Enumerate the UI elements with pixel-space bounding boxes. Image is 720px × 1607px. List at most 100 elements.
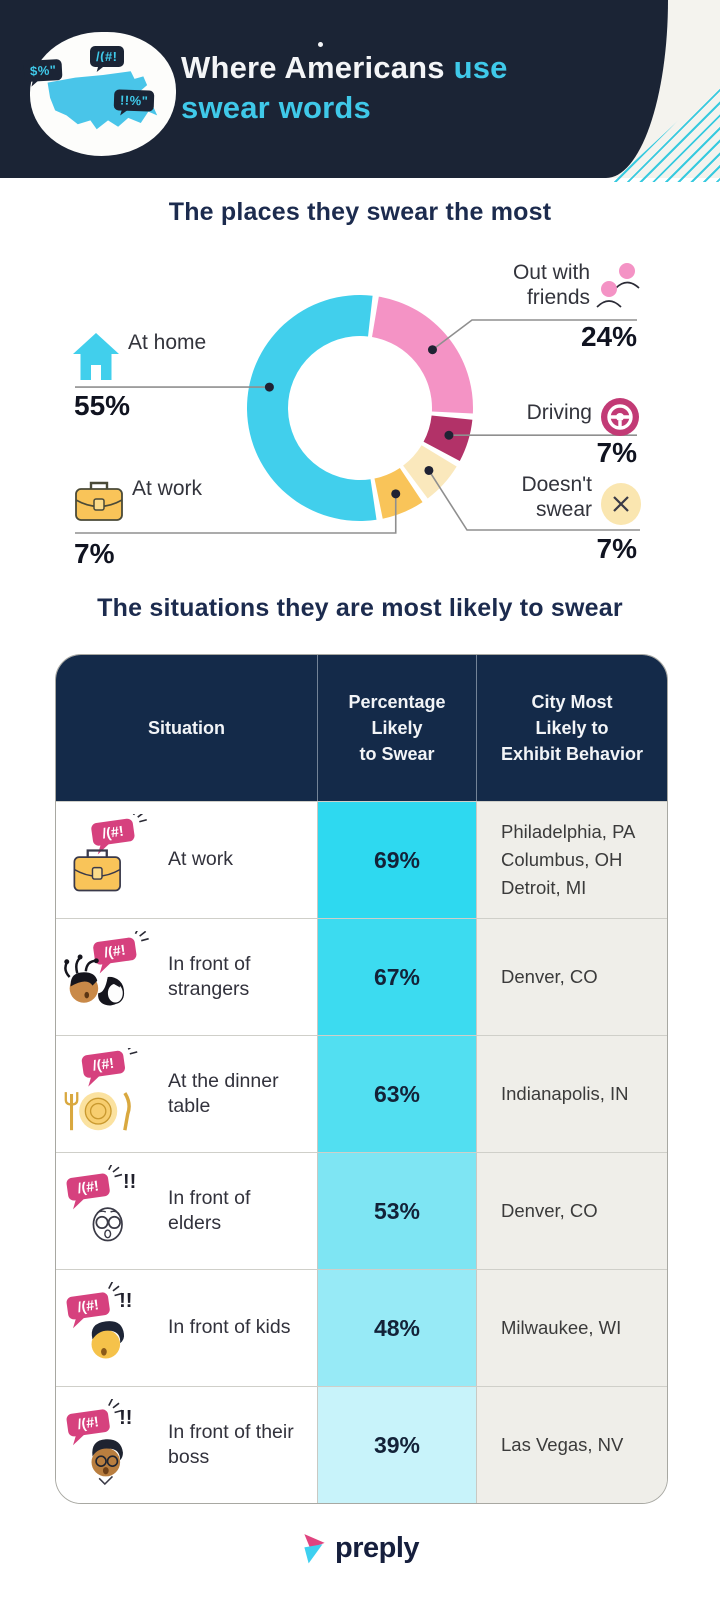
leader-dot: [391, 489, 401, 499]
svg-text:/(#!: /(#!: [101, 824, 124, 843]
swear-bubble-icon: $%": [23, 59, 63, 82]
brand-logo: $%" /(#! !!%": [23, 28, 176, 158]
dinner-swear-icon: /(#!: [64, 1048, 138, 1131]
elders-swear-icon: /(#! !!: [66, 1165, 136, 1242]
donut-value-at-work: 7%: [74, 538, 115, 569]
leader-dot: [424, 465, 434, 475]
table-row: /(#! !! In front of elders 53% Denver, CO: [56, 1152, 667, 1269]
donut-label-driving: Driving: [526, 401, 592, 424]
boss-swear-icon: /(#! !!: [66, 1399, 132, 1486]
house-icon: [73, 333, 119, 380]
situation-label: In front of their boss: [168, 1420, 294, 1468]
table-row: /(#! In front of strangers 67% Denver, CO: [56, 918, 667, 1035]
brand-name: preply: [334, 1532, 420, 1564]
situation-cell: /(#! !! In front of kids: [56, 1270, 317, 1386]
table-section-title: The situations they are most likely to s…: [97, 594, 623, 622]
donut-label-icon-at-home: [72, 332, 120, 387]
table-row: /(#! At work 69% Philadelphia, PA Columbus…: [56, 801, 667, 918]
situation-label: At work: [168, 848, 234, 871]
city-cell: Indianapolis, IN: [477, 1036, 667, 1152]
title-accent-dot: [318, 42, 323, 47]
swear-bubble-icon: !!%": [113, 89, 155, 112]
column-header-2: City Most Likely to Exhibit Behavior: [500, 691, 644, 765]
footer-brand: preply: [0, 1532, 720, 1565]
situation-label: In front of strangers: [168, 952, 251, 1000]
strangers-swear-icon-wrap: /(#!: [56, 931, 168, 1023]
boss-swear-icon-wrap: /(#! !!: [56, 1399, 168, 1491]
city-cell: Milwaukee, WI: [477, 1270, 667, 1386]
donut-segment-at-work: [374, 467, 423, 519]
svg-text:/(#!: /(#!: [103, 942, 126, 961]
percentage-cell: 48%: [317, 1270, 477, 1386]
swear-bubble-icon: /(#!: [91, 814, 147, 855]
percentage-cell: 69%: [317, 802, 477, 918]
situations-table: Situation Percentage Likely to Swear City …: [55, 654, 668, 1504]
donut-value-doesn-t-swear: 7%: [596, 533, 637, 564]
situation-cell: /(#! At the dinner table: [56, 1036, 317, 1152]
steering-wheel-icon: [601, 398, 639, 436]
exclaim-icon: !!: [119, 1290, 132, 1312]
svg-text:/(#!: /(#!: [77, 1297, 100, 1316]
situation-cell: /(#! At work: [56, 802, 317, 918]
table-row: /(#! At the dinner table 63% Indianapolis,…: [56, 1035, 667, 1152]
kids-swear-icon: /(#! !!: [66, 1282, 132, 1359]
svg-text:/(#!: /(#!: [77, 1178, 100, 1197]
city-cell: Denver, CO: [477, 1153, 667, 1269]
city-cell: Denver, CO: [477, 919, 667, 1035]
situation-label: At the dinner table: [168, 1069, 279, 1117]
donut-label-icon-out-with-friends: [595, 261, 641, 320]
strangers-swear-icon: /(#!: [64, 931, 149, 1006]
percentage-cell: 39%: [317, 1387, 477, 1503]
table-row: /(#! !! In front of their boss 39% Las Veg…: [56, 1386, 667, 1503]
table-header-row: Situation Percentage Likely to Swear City …: [56, 655, 667, 801]
swear-bubble-icon: /(#!: [66, 1282, 123, 1329]
swear-bubble-icon: /(#!: [66, 1399, 123, 1446]
donut-segment-at-home: [246, 295, 377, 521]
donut-label-doesn-t-swear: Doesn't swear: [521, 473, 592, 521]
page-title: Where Americans use swear words: [181, 48, 508, 127]
column-header-0: Situation: [148, 717, 225, 738]
exclaim-icon: !!: [119, 1407, 132, 1429]
preply-logo-icon: [304, 1533, 325, 1563]
leader-dot: [444, 430, 454, 440]
page-title-line2: swear words: [181, 89, 372, 125]
donut-segment-doesn-t-swear: [403, 445, 457, 499]
swear-bubble-icon: /(#!: [81, 1048, 138, 1087]
swear-bubble-icon: /(#!: [90, 46, 124, 67]
friends-icon: [596, 263, 640, 308]
situation-label: In front of kids: [168, 1316, 291, 1339]
svg-text:/(#!: /(#!: [92, 1056, 115, 1075]
donut-label-at-work: At work: [132, 477, 203, 500]
donut-value-out-with-friends: 24%: [580, 321, 637, 352]
donut-segment-out-with-friends: [372, 296, 473, 414]
exclaim-icon: !!: [123, 1171, 136, 1193]
donut-value-driving: 7%: [596, 437, 637, 468]
donut-label-icon-doesn-t-swear: [600, 482, 642, 531]
table-row: /(#! !! In front of kids 48% Milwaukee, WI: [56, 1269, 667, 1386]
column-header-1: Percentage Likely to Swear: [317, 655, 477, 801]
table-body: /(#! At work 69% Philadelphia, PA Columbus…: [56, 801, 667, 1503]
percentage-cell: 67%: [317, 919, 477, 1035]
work-swear-icon-wrap: /(#!: [56, 814, 168, 906]
situation-cell: /(#! In front of strangers: [56, 919, 317, 1035]
percentage-cell: 63%: [317, 1036, 477, 1152]
page-title-cyan: use: [453, 50, 508, 85]
page-title-white: Where Americans: [181, 50, 445, 85]
percentage-cell: 53%: [317, 1153, 477, 1269]
donut-section-title: The places they swear the most: [168, 198, 552, 226]
dinner-swear-icon-wrap: /(#!: [56, 1048, 168, 1140]
donut-label-icon-at-work: [74, 480, 124, 527]
donut-label-icon-driving: [600, 397, 640, 442]
donut-label-at-home: At home: [128, 331, 207, 354]
city-cell: Las Vegas, NV: [477, 1387, 667, 1503]
work-swear-icon: /(#!: [73, 814, 147, 892]
donut-label-out-with-friends: Out with friends: [512, 261, 590, 309]
briefcase-icon: [75, 481, 123, 521]
swear-bubble-icon: /(#!: [93, 931, 149, 974]
situation-cell: /(#! !! In front of elders: [56, 1153, 317, 1269]
swear-bubble-icon: /(#!: [66, 1165, 123, 1210]
leader-dot: [264, 382, 274, 392]
donut-value-at-home: 55%: [74, 390, 131, 421]
svg-text:/(#!: /(#!: [77, 1414, 100, 1433]
